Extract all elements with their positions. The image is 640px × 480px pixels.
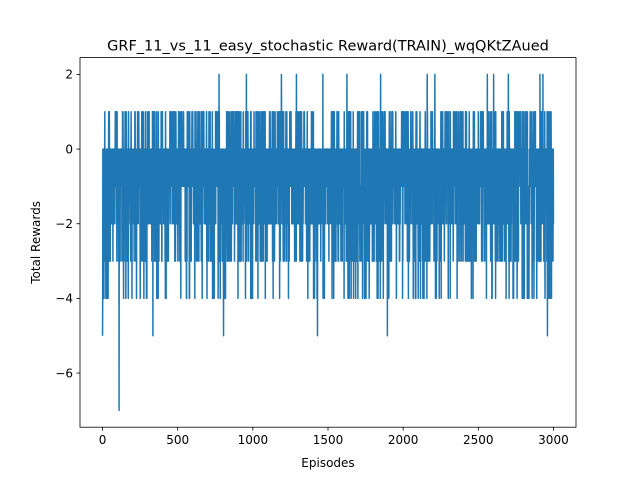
y-tick-label: 2 — [65, 68, 73, 82]
x-tick-label: 0 — [99, 433, 107, 447]
chart-title: GRF_11_vs_11_easy_stochastic Reward(TRAI… — [107, 39, 549, 55]
y-tick-label: −2 — [55, 217, 73, 231]
plot-area — [101, 73, 555, 412]
y-tick-label: 0 — [65, 142, 73, 156]
x-tick-label: 3000 — [538, 433, 569, 447]
series-line — [101, 73, 555, 412]
x-tick-label: 1000 — [238, 433, 269, 447]
y-axis: −6 −4 −2 0 2 — [55, 68, 80, 380]
x-tick-label: 2000 — [388, 433, 419, 447]
x-tick-label: 1500 — [313, 433, 344, 447]
x-axis-label: Episodes — [301, 456, 354, 470]
y-tick-label: −6 — [55, 366, 73, 380]
x-tick-label: 2500 — [463, 433, 494, 447]
x-axis: 0 500 1000 1500 2000 2500 3000 — [99, 427, 569, 447]
y-axis-label: Total Rewards — [29, 201, 43, 285]
x-tick-label: 500 — [166, 433, 189, 447]
y-tick-label: −4 — [55, 292, 73, 306]
